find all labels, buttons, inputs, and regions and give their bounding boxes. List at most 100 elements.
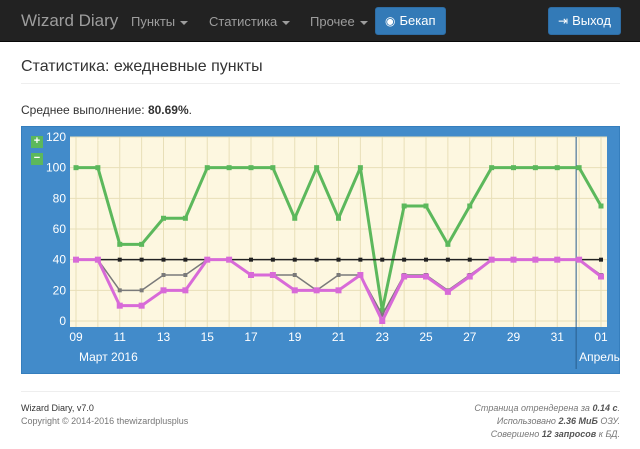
zoom-in-button[interactable]: + xyxy=(31,136,43,148)
data-point xyxy=(401,273,408,280)
series-group xyxy=(73,165,604,324)
y-tick-label: 120 xyxy=(46,130,66,144)
caret-down-icon xyxy=(180,20,189,25)
data-point xyxy=(73,256,79,263)
data-point xyxy=(424,257,428,262)
data-point xyxy=(598,273,604,280)
x-tick-label: 21 xyxy=(332,330,346,344)
data-point xyxy=(226,256,233,263)
menu-other-label: Прочее xyxy=(310,14,355,29)
data-point xyxy=(423,203,429,209)
y-tick-label: 20 xyxy=(53,283,67,297)
data-point xyxy=(182,287,189,294)
memory-value: 2.36 МиБ xyxy=(558,416,598,426)
data-point xyxy=(270,257,275,262)
footer-left: Wizard Diary, v7.0 Copyright © 2014-2016… xyxy=(21,402,188,428)
logout-button[interactable]: ⇥ Выход xyxy=(548,7,621,35)
data-point xyxy=(117,257,122,262)
menu-points-label: Пункты xyxy=(131,14,176,29)
log-out-icon: ⇥ xyxy=(558,14,569,28)
y-tick-label: 0 xyxy=(59,314,66,328)
data-point xyxy=(292,257,297,262)
x-tick-label: 15 xyxy=(201,330,215,344)
data-point xyxy=(117,288,122,293)
data-point xyxy=(357,272,364,278)
data-point xyxy=(380,312,385,317)
brand-link[interactable]: Wizard Diary xyxy=(21,11,119,30)
data-point xyxy=(445,241,451,247)
data-point xyxy=(336,273,341,277)
data-point xyxy=(532,165,538,171)
queries-suffix: к БД. xyxy=(596,429,620,439)
data-point xyxy=(467,257,472,262)
data-point xyxy=(161,257,166,262)
data-point xyxy=(249,257,253,262)
render-value: 0.14 с xyxy=(592,403,618,413)
menu-points-dropdown[interactable]: Пункты xyxy=(131,14,189,29)
average-value: 80.69% xyxy=(147,103,189,117)
render-suffix: . xyxy=(617,403,620,413)
data-point xyxy=(379,318,386,324)
data-point xyxy=(510,256,517,263)
data-point xyxy=(313,287,320,294)
x-tick-label: 23 xyxy=(376,330,390,344)
data-point xyxy=(335,287,342,294)
app-version: Wizard Diary, v7.0 xyxy=(21,403,94,413)
title-divider xyxy=(21,83,620,84)
x-tick-label: 29 xyxy=(507,330,521,344)
x-tick-label: 11 xyxy=(114,330,127,344)
data-point xyxy=(358,257,363,262)
data-point xyxy=(269,272,276,278)
data-point xyxy=(291,287,298,294)
menu-statistics-label: Статистика xyxy=(209,14,278,29)
copyright: Copyright © 2014-2016 thewizardplusplus xyxy=(21,416,189,426)
backup-button[interactable]: ◉ Бекап xyxy=(375,7,446,35)
x-tick-label: 01 xyxy=(594,330,608,344)
average-suffix: . xyxy=(188,103,192,117)
footer-divider xyxy=(21,391,620,392)
db-queries: Совершено 12 запросов к БД. xyxy=(474,428,620,441)
memory-suffix: ОЗУ. xyxy=(597,416,620,426)
caret-down-icon xyxy=(282,20,291,25)
tick-labels: 0 20 40 60 80 100 120 09 11 13 15 17 19 21 23 25 27 29 31 0… xyxy=(46,130,620,364)
data-point xyxy=(489,165,495,171)
y-tick-label: 100 xyxy=(46,161,66,175)
menu-statistics-dropdown[interactable]: Статистика xyxy=(209,14,291,29)
data-point xyxy=(139,241,145,247)
data-point xyxy=(380,257,385,262)
data-point xyxy=(138,302,145,309)
memory-prefix: Использовано xyxy=(496,416,559,426)
data-point xyxy=(226,165,232,171)
y-tick-label: 40 xyxy=(53,253,67,267)
data-point xyxy=(532,256,539,263)
data-point xyxy=(511,165,516,171)
menu-other-dropdown[interactable]: Прочее xyxy=(310,14,368,29)
queries-value: 12 запросов xyxy=(541,429,597,439)
x-tick-label: 19 xyxy=(288,330,302,344)
data-point xyxy=(292,215,298,221)
data-point xyxy=(554,256,561,263)
data-point xyxy=(554,165,560,171)
x-tick-label: 13 xyxy=(157,330,171,344)
data-point xyxy=(161,273,166,277)
data-point xyxy=(73,165,79,171)
data-point xyxy=(161,215,166,221)
data-point xyxy=(314,257,319,262)
data-point xyxy=(248,272,254,278)
data-point xyxy=(160,287,167,294)
data-point xyxy=(94,256,101,263)
chart-panel: 0 20 40 60 80 100 120 09 11 13 15 17 19 21 23 25 27 29 31 0… xyxy=(21,126,620,374)
data-point xyxy=(117,241,123,247)
data-point xyxy=(576,165,582,171)
page-title: Статистика: ежедневные пункты xyxy=(21,58,263,75)
x-tick-label: 09 xyxy=(69,330,83,344)
data-point xyxy=(488,256,495,263)
data-point xyxy=(204,165,210,171)
zoom-out-button[interactable]: − xyxy=(31,153,43,165)
data-point xyxy=(336,215,341,221)
backup-label: Бекап xyxy=(399,13,436,28)
data-point xyxy=(183,273,188,277)
data-point xyxy=(466,273,473,280)
queries-prefix: Совершено xyxy=(490,429,542,439)
daily-points-chart: 0 20 40 60 80 100 120 09 11 13 15 17 19 21 23 25 27 29 31 0… xyxy=(46,130,620,369)
